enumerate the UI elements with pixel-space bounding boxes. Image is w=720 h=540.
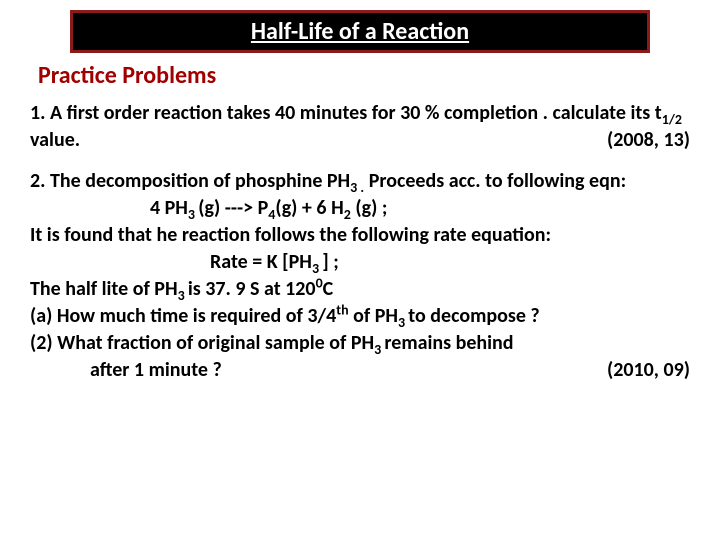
- p1-text-a: A first order reaction takes 40 minutes …: [45, 101, 661, 125]
- problem-1: 1. A first order reaction takes 40 minut…: [30, 100, 690, 154]
- p2-rate-b: ] ;: [322, 250, 339, 274]
- p2-hl: The half lite of PH3 is 37. 9 S at 1200C: [30, 276, 690, 303]
- p2-s3a: 3 .: [350, 179, 364, 196]
- problem-2: 2. The decomposition of phosphine PH3 . …: [30, 168, 690, 384]
- p2-hl-c: C: [323, 277, 334, 301]
- p2-tb: Proceeds acc. to following eqn:: [364, 169, 626, 193]
- p2-qa-th: th: [336, 301, 348, 318]
- p2-qb-a: (2) What fraction of original sample of …: [30, 331, 374, 355]
- p2-rate: Rate = K [PH3 ] ;: [30, 249, 690, 276]
- p2-rate-a: Rate = K [PH: [210, 250, 312, 274]
- slide: Half-Life of a Reaction Practice Problem…: [0, 0, 720, 408]
- p2-line1: 2. The decomposition of phosphine PH3 . …: [30, 168, 690, 195]
- p2-eqn-s3: 3: [188, 206, 198, 223]
- p2-qa-a: (a) How much time is required of 3/4: [30, 304, 336, 328]
- p2-qb-s3: 3: [374, 341, 384, 358]
- p2-eqn-s2: 2: [344, 206, 351, 223]
- p2-ta: The decomposition of phosphine PH: [45, 169, 350, 193]
- p2-qb2: after 1 minute ? (2010, 09): [30, 357, 690, 384]
- p2-eqn: 4 PH3 (g) ---> P4(g) + 6 H2 (g) ;: [30, 195, 690, 222]
- p2-qb-c: after 1 minute ?: [90, 358, 222, 382]
- p2-hl-a: The half lite of PH: [30, 277, 178, 301]
- title-text: Half-Life of a Reaction: [251, 17, 469, 46]
- p1-sub: 1/2: [662, 111, 682, 128]
- p2-eqn-c: (g) + 6 H: [275, 196, 343, 220]
- p2-hl-b: is 37. 9 S at 120: [188, 277, 316, 301]
- p2-qb-b: remains behind: [384, 331, 513, 355]
- p2-qa-b: of PH: [349, 304, 398, 328]
- p2-eqn-b: (g) ---> P: [198, 196, 268, 220]
- subtitle: Practice Problems: [38, 61, 690, 90]
- p2-hl-s3: 3: [178, 287, 188, 304]
- title-banner: Half-Life of a Reaction: [70, 10, 650, 53]
- p2-hl-deg: 0: [316, 274, 323, 291]
- p2-qb1: (2) What fraction of original sample of …: [30, 330, 690, 357]
- p2-eqn-d: (g) ;: [351, 196, 388, 220]
- p2-qa-s3: 3: [398, 314, 408, 331]
- p2-eqn-a: 4 PH: [150, 196, 188, 220]
- p1-num: 1.: [30, 101, 45, 125]
- p1-text-b: value.: [30, 128, 80, 152]
- p2-num: 2.: [30, 169, 45, 193]
- p2-qa-c: to decompose ?: [408, 304, 539, 328]
- p2-year: (2010, 09): [607, 357, 690, 384]
- p2-line-c: It is found that he reaction follows the…: [30, 222, 690, 249]
- p1-year: (2008, 13): [607, 127, 690, 154]
- p2-qa: (a) How much time is required of 3/4th o…: [30, 303, 690, 330]
